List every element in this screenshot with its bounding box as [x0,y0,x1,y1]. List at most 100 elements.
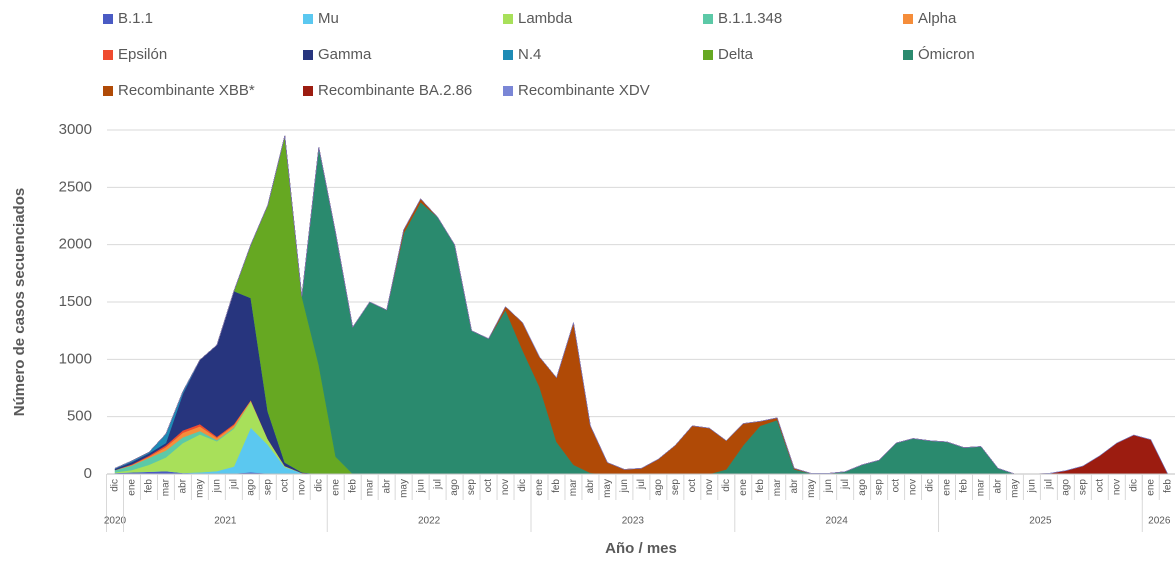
x-tick-label: ene [942,479,953,496]
legend-swatch [503,50,513,60]
year-label: 2021 [214,516,237,527]
x-tick-label: jun [823,479,834,493]
legend-label: Gamma [318,46,372,63]
x-tick-label: feb [551,479,562,493]
x-tick-label: feb [959,479,970,493]
x-tick-label: jul [840,479,851,490]
x-tick-label: dic [1128,479,1139,492]
x-tick-label: sep [466,479,477,496]
x-tick-label: feb [1162,479,1173,493]
x-tick-label: feb [755,479,766,493]
legend-swatch [903,14,913,24]
y-tick-label: 1500 [59,293,92,310]
legend-swatch [703,14,713,24]
y-tick-label: 3000 [59,121,92,138]
legend-label: B.1.1 [118,10,153,27]
x-tick-label: sep [1078,479,1089,496]
year-label: 2023 [622,516,645,527]
x-tick-label: may [806,479,817,498]
x-tick-label: jun [619,479,630,493]
x-tick-label: ago [449,479,460,496]
x-tick-label: nov [296,479,307,495]
x-tick-label: nov [1111,479,1122,495]
legend-label: Alpha [918,10,957,27]
year-label: 2024 [826,516,849,527]
legend-label: Mu [318,10,339,27]
x-tick-label: mar [772,478,783,496]
x-tick-label: dic [110,479,121,492]
x-tick-label: ene [127,479,138,496]
x-tick-label: jun [212,479,223,493]
year-label: 2025 [1029,516,1052,527]
legend-label: Lambda [518,10,573,27]
x-tick-label: may [398,479,409,498]
x-tick-label: nov [704,479,715,495]
legend-label: Ómicron [918,46,975,63]
x-tick-label: oct [279,479,290,493]
x-tick-label: oct [1094,479,1105,493]
legend-swatch [303,86,313,96]
x-tick-label: dic [313,479,324,492]
x-tick-label: abr [381,478,392,493]
x-tick-label: jun [415,479,426,493]
x-tick-label: ene [1145,479,1156,496]
x-tick-label: ene [738,479,749,496]
x-tick-label: ago [245,479,256,496]
legend-swatch [103,50,113,60]
year-label: 2022 [418,516,441,527]
x-tick-label: mar [364,478,375,496]
area [114,135,1168,475]
x-tick-label: may [195,479,206,498]
y-tick-label: 0 [84,465,92,482]
legend-swatch [303,50,313,60]
x-tick-label: dic [721,479,732,492]
x-axis-title: Año / mes [605,540,677,557]
x-tick-label: abr [178,478,189,493]
y-tick-label: 1000 [59,350,92,367]
x-tick-label: feb [144,479,155,493]
legend-label: B.1.1.348 [718,10,782,27]
x-tick-label: ago [1061,479,1072,496]
legend-label: Delta [718,46,754,63]
legend-label: Recombinante XDV [518,82,650,99]
x-tick-label: oct [891,479,902,493]
x-tick-label: nov [500,479,511,495]
x-tick-label: ene [534,479,545,496]
x-tick-label: mar [976,478,987,496]
x-tick-label: feb [347,479,358,493]
legend-swatch [103,86,113,96]
year-label: 2020 [104,516,127,527]
y-tick-label: 2500 [59,178,92,195]
x-tick-label: oct [687,479,698,493]
x-tick-label: mar [568,478,579,496]
x-tick-label: jul [229,479,240,490]
x-tick-label: abr [789,478,800,493]
x-tick-label: jul [1044,479,1055,490]
year-label: 2026 [1148,516,1171,527]
x-tick-label: sep [262,479,273,496]
legend-swatch [503,86,513,96]
legend-swatch [903,50,913,60]
x-tick-label: jun [1027,479,1038,493]
legend-swatch [503,14,513,24]
legend-swatch [103,14,113,24]
x-tick-label: sep [874,479,885,496]
legend-label: Epsilón [118,46,167,63]
x-tick-label: abr [585,478,596,493]
x-tick-label: may [1010,479,1021,498]
legend-label: Recombinante XBB* [118,82,255,99]
legend-label: Recombinante BA.2.86 [318,82,472,99]
x-tick-label: sep [670,479,681,496]
x-tick-label: abr [993,478,1004,493]
y-axis-title: Número de casos secuenciados [11,188,28,416]
y-tick-label: 500 [67,408,92,425]
x-tick-label: dic [925,479,936,492]
x-tick-label: ene [330,479,341,496]
x-tick-label: jul [432,479,443,490]
y-tick-label: 2000 [59,236,92,253]
x-tick-label: jul [636,479,647,490]
legend-swatch [303,14,313,24]
x-tick-label: nov [908,479,919,495]
x-tick-label: may [602,479,613,498]
